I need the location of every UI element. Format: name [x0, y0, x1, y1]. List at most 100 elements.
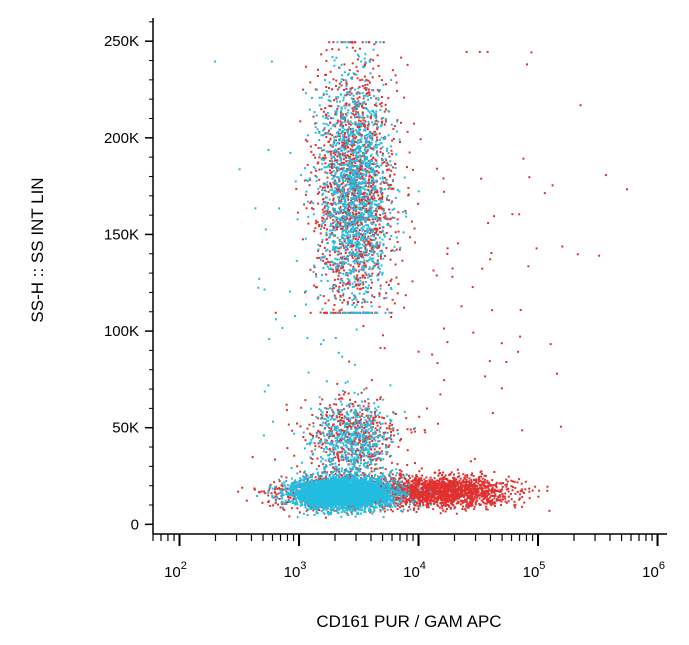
data-point	[318, 256, 321, 259]
data-point	[338, 269, 341, 272]
data-point	[403, 96, 406, 99]
data-point	[432, 508, 435, 511]
data-point	[348, 122, 350, 125]
data-point	[379, 103, 382, 106]
data-point	[371, 137, 374, 140]
data-point	[496, 499, 498, 502]
series-0-points	[237, 41, 628, 519]
data-point	[412, 482, 415, 485]
data-point	[343, 135, 346, 138]
data-point	[506, 483, 508, 486]
data-point	[309, 81, 312, 84]
data-point	[439, 487, 442, 490]
data-point	[407, 186, 410, 189]
data-point	[469, 504, 472, 507]
data-point	[528, 487, 531, 490]
data-point	[364, 168, 367, 171]
data-point	[348, 297, 351, 299]
data-point	[343, 430, 346, 433]
data-point	[425, 476, 428, 479]
data-point	[295, 187, 298, 190]
data-point	[359, 468, 362, 471]
data-point	[356, 70, 359, 73]
data-point	[281, 488, 284, 491]
data-point	[355, 65, 358, 68]
data-point	[451, 492, 454, 495]
data-point	[368, 431, 371, 434]
data-point	[278, 480, 281, 483]
data-point	[468, 495, 471, 498]
data-point	[357, 212, 360, 215]
data-point	[450, 494, 453, 496]
data-point	[423, 478, 426, 481]
data-point	[443, 494, 446, 497]
data-point	[354, 41, 357, 44]
data-point	[385, 83, 388, 86]
data-point	[336, 268, 339, 271]
data-point	[281, 503, 284, 506]
data-point	[528, 497, 531, 500]
data-point	[354, 172, 357, 175]
data-point	[369, 207, 372, 210]
data-point	[433, 502, 435, 505]
data-point	[320, 413, 323, 416]
data-point	[381, 416, 384, 419]
data-point	[323, 128, 326, 131]
data-point	[348, 474, 351, 476]
data-point	[411, 168, 414, 171]
data-point	[483, 482, 486, 485]
data-point	[409, 428, 412, 431]
data-point	[470, 474, 473, 476]
data-point	[534, 485, 537, 488]
data-point	[375, 159, 378, 162]
data-point	[362, 239, 365, 242]
data-point	[514, 506, 517, 509]
data-point	[343, 63, 346, 66]
data-point	[471, 493, 474, 496]
data-point	[474, 491, 477, 494]
data-point	[338, 285, 341, 288]
data-point	[475, 496, 478, 499]
data-point	[343, 262, 346, 265]
data-point	[381, 207, 384, 210]
data-point	[488, 482, 491, 485]
data-point	[388, 199, 391, 202]
data-point	[433, 487, 436, 489]
data-point	[340, 200, 343, 203]
data-point	[496, 489, 499, 492]
data-point	[390, 461, 393, 464]
data-point	[366, 128, 369, 131]
data-point	[435, 501, 438, 503]
data-point	[341, 419, 344, 422]
data-point	[440, 482, 443, 485]
data-point	[371, 198, 374, 201]
data-point	[367, 179, 370, 182]
data-point	[373, 448, 376, 451]
data-point	[489, 258, 492, 261]
data-point	[503, 495, 506, 498]
data-point	[415, 482, 418, 485]
data-point	[350, 453, 353, 456]
data-point	[362, 119, 365, 122]
data-point	[328, 426, 331, 429]
data-point	[406, 63, 409, 66]
data-point	[339, 224, 342, 227]
data-point	[387, 163, 390, 166]
data-point	[442, 509, 445, 512]
data-point	[329, 169, 331, 172]
data-point	[351, 46, 354, 49]
data-point	[331, 435, 334, 438]
data-point	[466, 506, 469, 509]
data-point	[391, 216, 394, 219]
data-point	[462, 505, 464, 508]
data-point	[335, 268, 338, 271]
data-point	[326, 184, 329, 187]
data-point	[488, 493, 491, 496]
data-point	[326, 217, 329, 220]
data-point	[390, 311, 393, 314]
data-point	[388, 475, 391, 477]
data-point	[336, 170, 339, 173]
data-point	[330, 150, 333, 153]
data-point	[430, 499, 433, 502]
data-point	[343, 134, 346, 136]
